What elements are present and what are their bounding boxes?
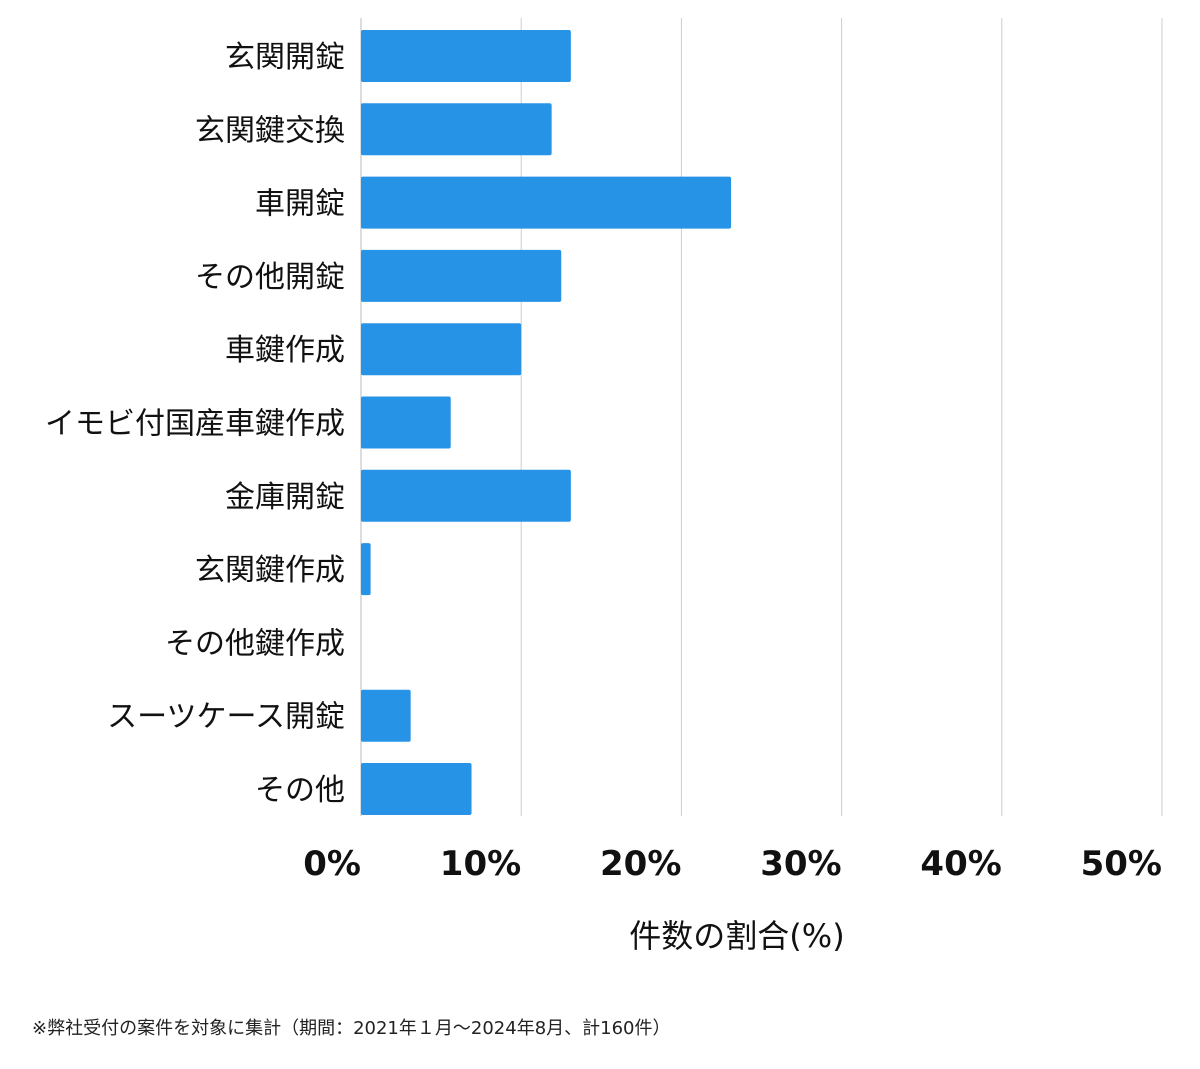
bar: [361, 249, 562, 302]
category-label: 車開錠: [255, 187, 345, 222]
category-label: 金庫開錠: [225, 480, 345, 515]
category-label: 車鍵作成: [225, 333, 345, 368]
x-tick-label: 40%: [920, 844, 1001, 884]
bar: [361, 103, 552, 156]
x-tick-label: 20%: [600, 844, 681, 884]
bars: [361, 30, 732, 815]
bar: [361, 543, 371, 596]
bar: [361, 30, 571, 82]
footnote: ※弊社受付の案件を対象に集計（期間：2021年１月〜2024年8月、計160件）: [32, 1018, 671, 1039]
x-axis-title: 件数の割合(%): [629, 917, 844, 955]
category-labels: 玄関開錠玄関鍵交換車開錠その他開錠車鍵作成イモビ付国産車鍵作成金庫開錠玄関鍵作成…: [45, 40, 345, 808]
bar: [361, 763, 472, 815]
x-tick-labels: 0% 10% 20% 30% 40% 50%: [303, 844, 1162, 884]
category-label: 玄関鍵作成: [195, 553, 345, 588]
x-tick-label: 0%: [303, 844, 361, 884]
category-label: その他鍵作成: [165, 626, 345, 661]
bar: [361, 176, 732, 229]
bar: [361, 396, 451, 449]
x-tick-label: 10%: [440, 844, 521, 884]
category-label: 玄関開錠: [225, 40, 345, 75]
bar: [361, 469, 571, 522]
category-label: スーツケース開錠: [107, 700, 345, 735]
x-tick-label: 30%: [760, 844, 841, 884]
category-label: 玄関鍵交換: [195, 113, 345, 148]
category-label: その他: [255, 773, 345, 808]
category-label: その他開錠: [195, 260, 345, 295]
x-tick-label: 50%: [1081, 844, 1162, 884]
category-label: イモビ付国産車鍵作成: [45, 407, 345, 442]
bar: [361, 689, 411, 742]
bar: [361, 323, 522, 376]
